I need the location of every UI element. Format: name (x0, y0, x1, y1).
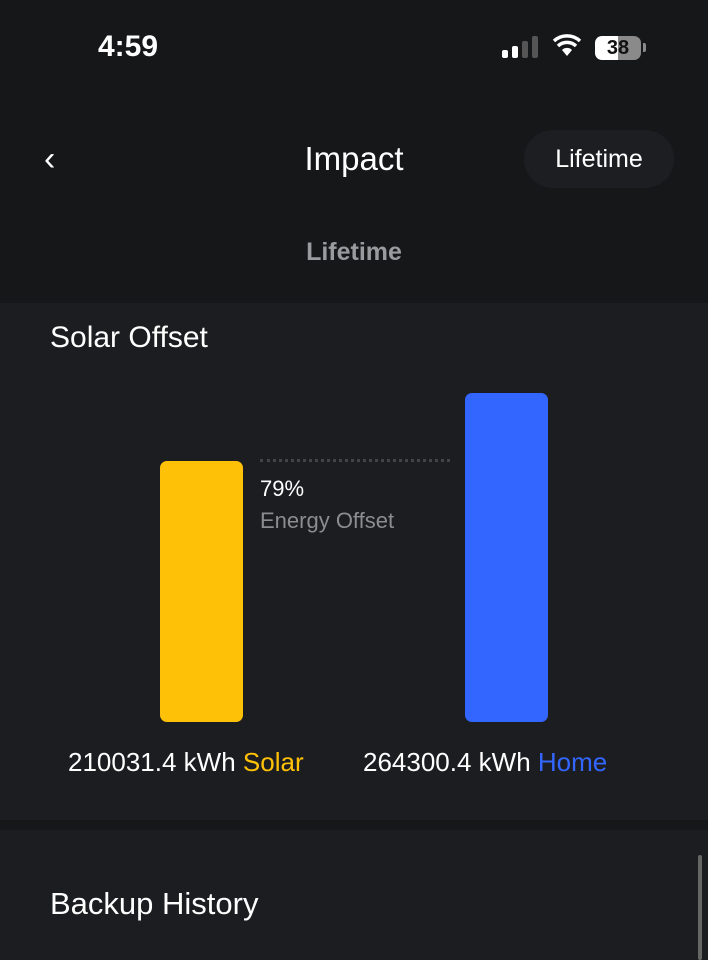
home-value: 264300.4 kWh (363, 747, 531, 777)
signal-icon (502, 36, 538, 58)
page-title: Impact (304, 140, 404, 177)
solar-bar (160, 460, 243, 722)
chevron-left-icon[interactable]: ‹ (44, 140, 56, 178)
offset-dotted-line (260, 458, 450, 462)
solar-value: 210031.4 kWh (68, 747, 236, 777)
home-bar (465, 393, 548, 722)
section-title: Solar Offset (50, 321, 208, 354)
section-title: Backup History (50, 886, 259, 921)
battery-tip (643, 43, 646, 52)
status-bar: 4:59 38 (0, 0, 708, 90)
solar-offset-card: Solar Offset 79% Energy Offset 210031.4 … (0, 303, 708, 820)
period-button[interactable]: Lifetime (524, 130, 674, 188)
clock: 4:59 (98, 30, 159, 63)
solar-total: 210031.4 kWh Solar (68, 747, 304, 778)
home-total: 264300.4 kWh Home (363, 747, 607, 778)
offset-percent: 79% (260, 475, 305, 501)
scrollbar[interactable] (698, 855, 702, 960)
offset-label: Energy Offset (260, 507, 395, 533)
home-label: Home (537, 747, 608, 777)
battery-icon: 38 (595, 36, 641, 60)
backup-history-card[interactable]: Backup History (0, 830, 708, 960)
solar-label: Solar (242, 747, 304, 777)
wifi-icon (552, 34, 582, 56)
period-subtitle: Lifetime (306, 238, 402, 266)
